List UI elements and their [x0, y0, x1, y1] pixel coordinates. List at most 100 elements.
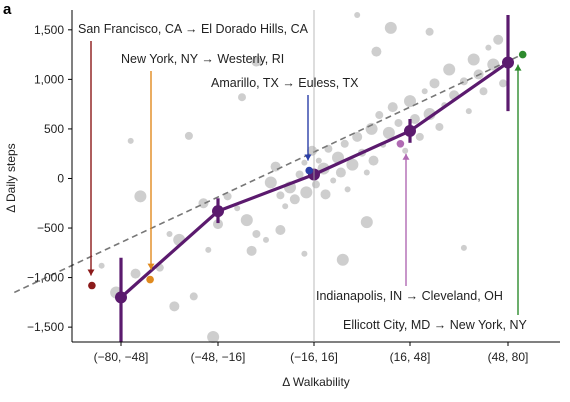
scatter-point — [344, 186, 351, 193]
scatter-point — [240, 214, 253, 227]
scatter-point — [252, 229, 261, 238]
scatter-point — [465, 108, 472, 115]
scatter-point — [205, 246, 212, 253]
annotation-arrowhead — [402, 153, 410, 160]
annotation-layer: San Francisco, CA → El Dorado Hills, CA N… — [78, 22, 528, 332]
annotation-point — [305, 166, 314, 175]
scatter-point — [289, 194, 300, 205]
scatter-point — [415, 132, 424, 141]
annotation-label: New York, NY → Westerly, RI — [121, 52, 284, 66]
x-tick-label: (16, 48] — [390, 350, 431, 364]
scatter-point — [246, 245, 257, 256]
scatter-point — [330, 177, 337, 184]
annotation-arrowhead — [87, 269, 95, 276]
annotation-label: Indianapolis, IN → Cleveland, OH — [316, 289, 503, 303]
scatter-point — [402, 147, 409, 154]
scatter-point — [270, 161, 281, 172]
series-point — [115, 291, 127, 304]
scatter-point — [263, 236, 269, 243]
y-tick-label: 500 — [44, 122, 64, 136]
scatter-point — [311, 180, 320, 189]
annotation-label: Amarillo, TX → Euless, TX — [211, 76, 359, 90]
trend-layer — [13, 55, 519, 294]
y-axis-label: Δ Daily steps — [4, 143, 18, 212]
scatter-point — [213, 219, 223, 230]
scatter-point — [238, 93, 246, 102]
x-axis-label: Δ Walkability — [282, 375, 350, 389]
scatter-point — [295, 170, 304, 179]
scatter-point — [467, 53, 480, 66]
scatter-point — [371, 46, 382, 57]
scatter-point — [315, 157, 322, 164]
y-tick-label: 1,000 — [34, 72, 64, 86]
annotation-point — [88, 281, 96, 290]
scatter-point — [429, 78, 440, 89]
y-tick-label: −500 — [37, 221, 64, 235]
scatter-point — [307, 145, 318, 156]
axes-layer: −1,500 −1,000 −500 0 500 1,000 1,500 (−80, −48]… — [27, 10, 560, 364]
scatter-point — [300, 186, 313, 199]
scatter-point — [130, 268, 141, 279]
scatter-point — [320, 189, 331, 200]
scatter-point — [127, 137, 134, 144]
scatter-point — [435, 122, 444, 131]
x-tick-label: (−16, 16] — [290, 350, 338, 364]
y-tick-label: −1,000 — [27, 271, 64, 285]
scatter-point — [479, 87, 488, 96]
annotation-point — [146, 275, 154, 284]
series-point — [502, 56, 514, 69]
series-point — [404, 124, 416, 137]
annotation-point — [518, 50, 527, 59]
scatter-point — [166, 230, 173, 237]
scatter-point — [352, 131, 363, 142]
scatter-point — [493, 34, 504, 45]
scatter-point — [384, 21, 397, 34]
y-tick-label: 1,500 — [34, 23, 64, 37]
scatter-point — [499, 79, 508, 88]
scatter-point — [382, 126, 395, 139]
scatter-point — [340, 139, 349, 148]
panel-label: a — [3, 1, 12, 18]
scatter-point — [184, 131, 193, 140]
scatter-point — [134, 190, 147, 203]
scatter-point — [264, 176, 277, 189]
annotation-label: Ellicott City, MD → New York, NY — [343, 318, 528, 332]
scatter-point — [360, 216, 373, 229]
scatter-point — [198, 198, 209, 209]
annotation-label: San Francisco, CA → El Dorado Hills, CA — [78, 22, 309, 36]
scatter-point — [234, 205, 241, 212]
scatter-point — [485, 44, 492, 51]
scatter-point — [335, 167, 346, 178]
scatter-point — [207, 331, 220, 344]
x-tick-label: (−48, −16] — [191, 350, 246, 364]
scatter-point — [251, 56, 262, 67]
annotation-arrowhead — [514, 64, 522, 71]
scatter-point — [368, 155, 379, 166]
scatter-point — [189, 292, 198, 301]
scatter-point — [404, 95, 416, 108]
scatter-point — [301, 159, 308, 166]
scatter-point — [301, 250, 308, 257]
annotation-arrowhead — [304, 154, 312, 161]
scatter-point — [421, 88, 428, 95]
scatter-point — [98, 262, 105, 269]
scatter-point — [387, 102, 398, 113]
y-tick-label: 0 — [57, 171, 64, 185]
scatter-point — [460, 244, 467, 251]
scatter-point — [282, 203, 289, 210]
scatter-point — [425, 27, 434, 36]
scatter-layer — [98, 11, 508, 344]
y-tick-label: −1,500 — [27, 320, 64, 334]
scatter-point — [354, 11, 361, 18]
scatter-point — [443, 63, 456, 76]
scatter-point — [276, 191, 285, 200]
x-tick-label: (48, 80] — [488, 350, 529, 364]
scatter-point — [169, 301, 180, 312]
scatter-point — [346, 158, 359, 171]
annotation-arrowhead — [147, 263, 155, 270]
annotation-point — [396, 139, 405, 148]
scatter-point — [409, 114, 420, 125]
scatter-point — [363, 169, 370, 176]
x-tick-label: (−80, −48] — [94, 350, 149, 364]
